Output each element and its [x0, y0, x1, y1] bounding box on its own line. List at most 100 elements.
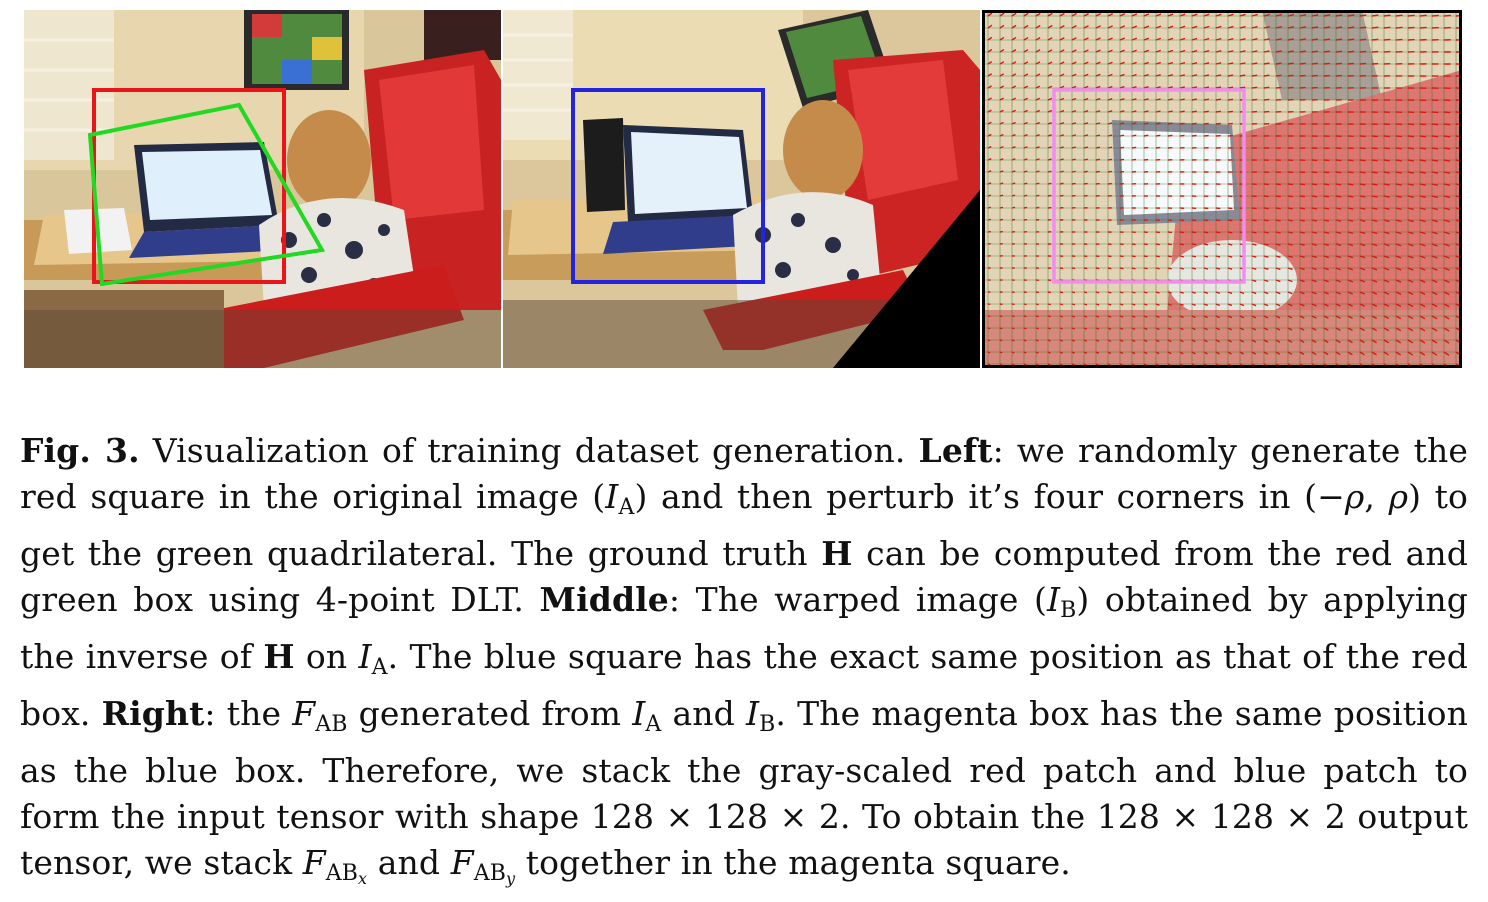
flow-arrow: [1384, 160, 1390, 161]
flow-arrow: [1384, 148, 1390, 149]
flow-arrow: [1012, 340, 1014, 341]
flow-arrow: [1156, 244, 1160, 245]
flow-arrow: [1120, 304, 1123, 305]
flow-arrow: [1396, 160, 1402, 161]
flow-arrow: [1084, 304, 1087, 305]
flow-arrow: [1132, 159, 1136, 160]
flow-arrow: [1024, 183, 1027, 184]
math-F: F: [451, 843, 474, 882]
flow-arrow: [1408, 15, 1415, 16]
flow-arrow: [1192, 244, 1196, 245]
flow-arrow: [1276, 75, 1281, 76]
flow-arrow: [1012, 328, 1014, 329]
flow-arrow: [1252, 208, 1257, 209]
flow-arrow: [1420, 148, 1426, 149]
flow-arrow: [1384, 136, 1390, 137]
flow-arrow: [1000, 352, 1002, 353]
caption-text: : The warped image (: [669, 580, 1047, 619]
flow-arrow: [1252, 87, 1257, 88]
flow-arrow: [1348, 160, 1353, 161]
flow-arrow: [1276, 208, 1281, 209]
flow-arrow: [1036, 328, 1039, 329]
flow-arrow: [1048, 183, 1051, 184]
flow-arrow: [1348, 39, 1354, 40]
flow-arrow: [1204, 244, 1208, 245]
math-H: H: [263, 637, 294, 676]
flow-arrow: [1276, 232, 1281, 233]
flow-arrow: [1216, 244, 1220, 245]
flow-arrow: [1288, 184, 1293, 185]
flow-arrow: [988, 219, 991, 220]
figure-panel-right: [982, 10, 1462, 368]
flow-arrow: [1036, 195, 1039, 196]
flow-arrow: [1156, 268, 1160, 269]
flow-arrow: [988, 328, 990, 329]
flow-arrow: [1180, 135, 1185, 136]
caption-text: ) and then perturb it’s four corners in …: [634, 477, 1344, 516]
flow-arrow: [1216, 99, 1221, 100]
flow-arrow: [1012, 316, 1014, 317]
flow-arrow: [1252, 75, 1257, 76]
photo-original: [24, 10, 501, 368]
flow-arrow: [1012, 364, 1014, 365]
flow-arrow: [1228, 75, 1233, 76]
flow-arrow: [1228, 256, 1232, 257]
flow-arrow: [1192, 123, 1197, 124]
flow-arrow: [1252, 220, 1257, 221]
math-sub: B: [759, 712, 775, 737]
flow-arrow: [1324, 51, 1330, 52]
flow-arrow: [1036, 171, 1039, 172]
flow-arrow: [1228, 111, 1233, 112]
flow-arrow: [1144, 111, 1148, 112]
flow-arrow: [1432, 124, 1438, 125]
flow-arrow: [1300, 39, 1306, 40]
flow-arrow: [1312, 184, 1317, 185]
flow-arrow: [1396, 148, 1402, 149]
flow-arrow: [1060, 195, 1063, 196]
flow-arrow: [1372, 15, 1378, 16]
flow-arrow: [1420, 27, 1427, 28]
flow-arrow: [1072, 171, 1076, 172]
flow-arrow: [1192, 268, 1196, 269]
flow-arrow: [988, 364, 990, 365]
flow-arrow: [1348, 172, 1353, 173]
flow-arrow: [1096, 316, 1099, 317]
flow-arrow: [1336, 63, 1342, 64]
flow-arrow: [1336, 184, 1341, 185]
flow-arrow: [1216, 111, 1221, 112]
flow-arrow: [1072, 147, 1076, 148]
flow-arrow: [988, 340, 990, 341]
flow-arrow: [1000, 183, 1003, 184]
flow-arrow: [1168, 111, 1173, 112]
flow-arrow: [1036, 340, 1038, 341]
flow-arrow: [1084, 183, 1088, 184]
flow-arrow: [1264, 75, 1269, 76]
flow-arrow: [1300, 220, 1305, 221]
flow-arrow: [1048, 340, 1051, 341]
flow-arrow: [1264, 99, 1269, 100]
flow-arrow: [1156, 256, 1160, 257]
flow-arrow: [1372, 172, 1378, 173]
flow-arrow: [1372, 27, 1378, 28]
flow-arrow: [988, 183, 991, 184]
flow-arrow: [1132, 135, 1136, 136]
flow-arrow: [1192, 99, 1197, 100]
flow-arrow: [1144, 292, 1147, 293]
flow-arrow: [988, 352, 990, 353]
flow-arrow: [1036, 183, 1039, 184]
flow-arrow: [1084, 147, 1088, 148]
caption-text: and: [367, 843, 451, 882]
flow-arrow: [1120, 135, 1124, 136]
flow-arrow: [1108, 304, 1111, 305]
math-F: F: [292, 694, 315, 733]
flow-arrow: [1000, 340, 1002, 341]
caption-text: Visualization of training dataset genera…: [140, 431, 919, 470]
flow-arrow: [1024, 207, 1027, 208]
flow-arrow: [1408, 148, 1414, 149]
flow-arrow: [1120, 268, 1123, 269]
flow-arrow: [1444, 136, 1450, 137]
math-subsub: x: [358, 869, 367, 888]
flow-arrow: [1108, 268, 1111, 269]
flow-arrow: [1072, 328, 1075, 329]
caption-text: generated from: [348, 694, 633, 733]
